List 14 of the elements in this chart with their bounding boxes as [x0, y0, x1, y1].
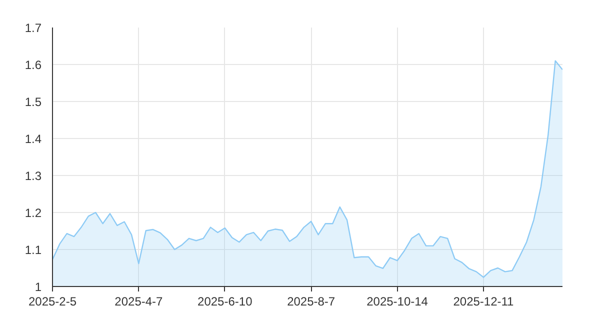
y-tick-label: 1.1 [24, 243, 42, 257]
x-tick-label: 2025-6-10 [198, 294, 253, 308]
y-tick-label: 1.4 [24, 132, 42, 146]
x-tick-label: 2025-8-7 [287, 294, 336, 308]
y-tick-label: 1.5 [24, 95, 42, 109]
y-tick-label: 1.2 [24, 206, 42, 220]
x-tick-label: 2025-4-7 [114, 294, 164, 308]
x-tick-label: 2025-10-14 [366, 294, 428, 308]
y-tick-label: 1 [34, 280, 42, 294]
x-tick-label: 2025-2-5 [28, 294, 77, 308]
y-tick-label: 1.3 [24, 169, 42, 183]
y-tick-label: 1.7 [24, 21, 42, 35]
y-tick-label: 1.6 [24, 58, 42, 72]
x-tick-label: 2025-12-11 [453, 294, 514, 308]
